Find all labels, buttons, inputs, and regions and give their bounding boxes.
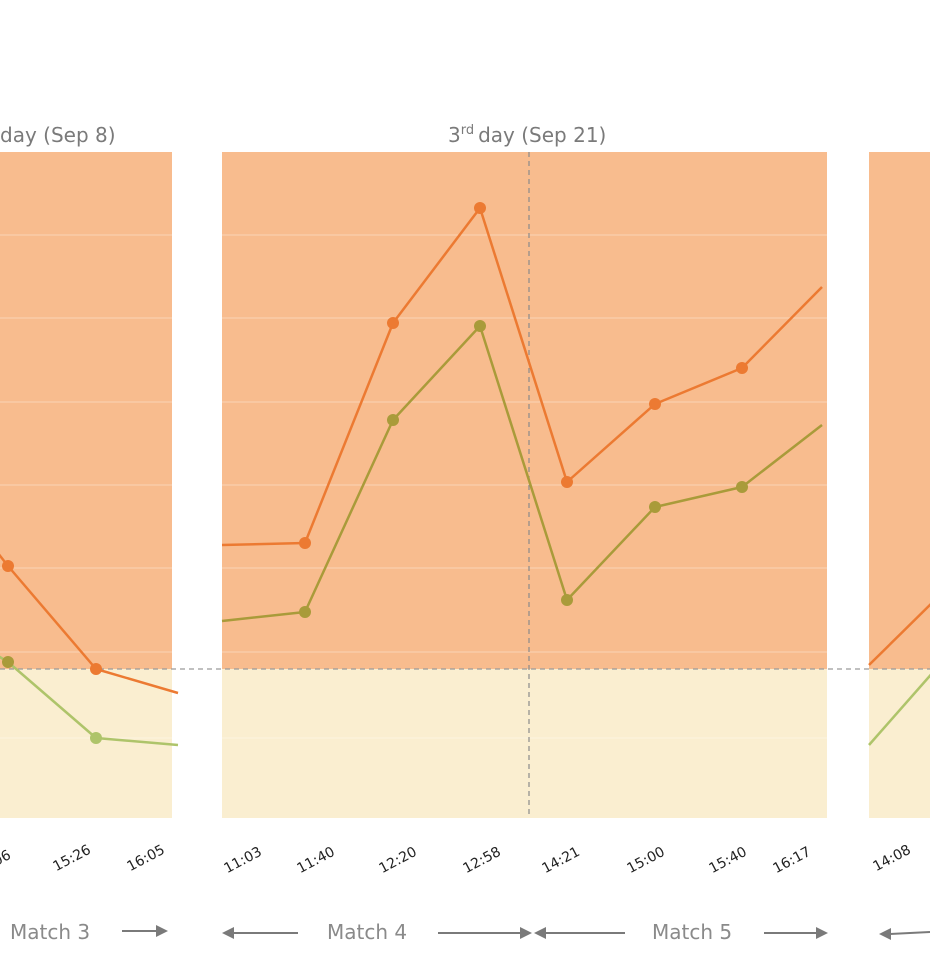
panel-b-series-green-line: [221, 324, 823, 623]
panel-b-green-point: [561, 594, 573, 606]
match-3-arrow-right: [122, 925, 168, 937]
match-4-arrow-right: [438, 927, 532, 939]
panel-b-green-point: [387, 414, 399, 426]
panel-b-green-point: [649, 501, 661, 513]
panel-a-orange-point: [90, 663, 102, 675]
panel-a-x-tick: 15:26: [51, 842, 94, 875]
match-5-label: Match 5: [652, 920, 732, 944]
panel-b-green-point: [736, 481, 748, 493]
panel-c-series-orange-line: [868, 603, 930, 666]
match-4-arrow-left: [222, 927, 298, 939]
panel-c-series-green-line: [868, 673, 930, 746]
panel-a-green-point: [2, 656, 14, 668]
panel-a-safe-zone: [0, 669, 172, 818]
panel-b-orange-point: [474, 202, 486, 214]
panel-b-orange-point: [561, 476, 573, 488]
panel-b-x-tick: 14:21: [540, 844, 583, 877]
panel-b-green-point: [299, 606, 311, 618]
match-6-arrow-left: [879, 928, 930, 940]
panel-a-green-point: [90, 732, 102, 744]
panel-b-warning-zone: [222, 152, 827, 669]
panel-c-safe-zone: [869, 669, 930, 818]
panel-b-orange-point: [649, 398, 661, 410]
panel-b-orange-point: [736, 362, 748, 374]
panel-b-x-tick: 11:40: [295, 844, 338, 877]
match-5-arrow-right: [764, 927, 828, 939]
panel-a-orange-point: [2, 560, 14, 572]
match-5-arrow-left: [534, 927, 625, 939]
panel-b-x-tick: 15:00: [625, 844, 668, 877]
panel-b-safe-zone: [222, 669, 827, 818]
panel-c-warning-zone: [869, 152, 930, 669]
panel-a-series-orange-line: [0, 553, 179, 695]
panel-a-title: day (Sep 8): [0, 123, 116, 147]
panel-a-warning-zone: [0, 152, 172, 669]
panel-b-x-tick: 16:17: [771, 844, 814, 877]
panel-b-series-orange-line: [221, 206, 823, 547]
panel-a-x-tick: 16:05: [125, 842, 168, 875]
panel-b-x-tick: 12:20: [377, 844, 420, 877]
panel-a-x-tick: 06: [0, 847, 14, 870]
match-3-label: Match 3: [10, 920, 90, 944]
panel-b-orange-point: [387, 317, 399, 329]
match-4-label: Match 4: [327, 920, 407, 944]
panel-c-x-tick: 14:08: [871, 842, 914, 875]
panel-b-x-tick: 11:03: [222, 844, 265, 877]
panel-b-orange-point: [299, 537, 311, 549]
panel-b-title: 3rd day (Sep 21): [448, 123, 606, 147]
panel-a-series-green-line: [0, 655, 179, 747]
panel-b-x-tick: 12:58: [461, 844, 504, 877]
panel-b-green-point: [474, 320, 486, 332]
panel-b-x-tick: 15:40: [707, 844, 750, 877]
